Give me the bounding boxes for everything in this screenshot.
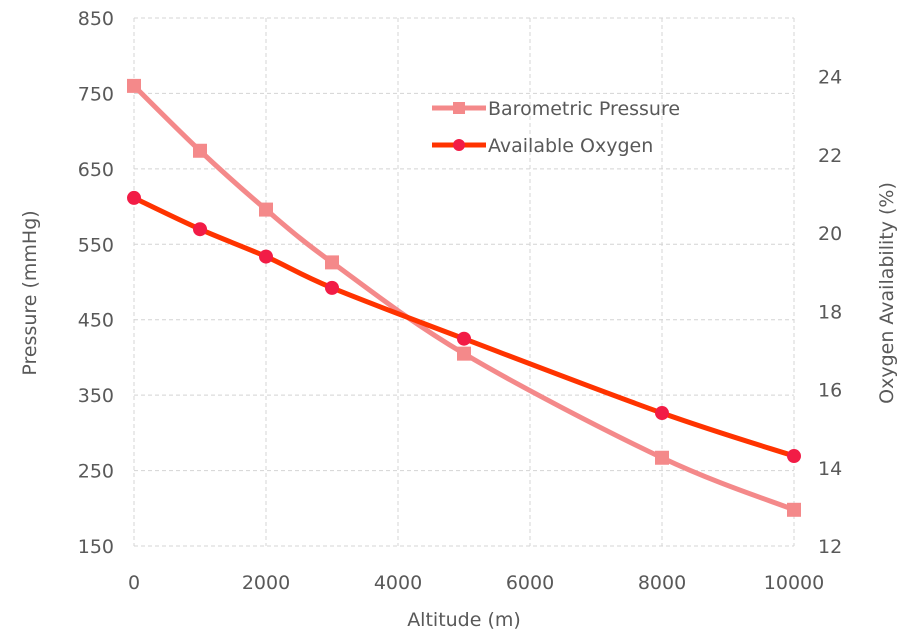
y2-tick-label: 18	[818, 301, 842, 323]
y-tick-label: 150	[78, 536, 114, 558]
data-point-barometric-pressure	[259, 203, 273, 217]
x-tick-label: 6000	[506, 572, 554, 594]
legend-marker-barometric-pressure	[453, 102, 465, 114]
y-tick-label: 550	[78, 234, 114, 256]
data-point-available-oxygen	[325, 281, 339, 295]
x-tick-label: 8000	[638, 572, 686, 594]
data-point-barometric-pressure	[127, 79, 141, 93]
y2-tick-label: 14	[818, 458, 842, 480]
data-point-barometric-pressure	[457, 347, 471, 361]
legend-marker-available-oxygen	[453, 139, 465, 151]
x-tick-label: 10000	[764, 572, 824, 594]
y-tick-label: 250	[78, 461, 114, 483]
y-tick-label: 850	[78, 8, 114, 30]
y2-tick-label: 12	[818, 536, 842, 558]
series-line-available-oxygen	[134, 198, 794, 456]
legend-label-barometric-pressure: Barometric Pressure	[488, 98, 680, 120]
data-point-available-oxygen	[193, 222, 207, 236]
data-point-available-oxygen	[127, 191, 141, 205]
y-tick-label: 650	[78, 159, 114, 181]
x-axis-title: Altitude (m)	[407, 609, 521, 631]
y2-tick-label: 22	[818, 145, 842, 167]
y-tick-label: 350	[78, 385, 114, 407]
data-point-available-oxygen	[259, 250, 273, 264]
x-tick-label: 0	[128, 572, 140, 594]
y2-tick-label: 16	[818, 380, 842, 402]
data-point-barometric-pressure	[655, 451, 669, 465]
data-point-barometric-pressure	[193, 144, 207, 158]
legend-item-available-oxygen: Available Oxygen	[432, 135, 653, 157]
gridlines	[134, 18, 794, 546]
x-tick-label: 4000	[374, 572, 422, 594]
data-point-available-oxygen	[655, 406, 669, 420]
y2-tick-label: 20	[818, 223, 842, 245]
legend-item-barometric-pressure: Barometric Pressure	[432, 98, 680, 120]
data-point-barometric-pressure	[787, 503, 801, 517]
data-point-available-oxygen	[787, 449, 801, 463]
y2-tick-label: 24	[818, 67, 842, 89]
series-line-barometric-pressure	[134, 86, 794, 510]
data-point-available-oxygen	[457, 332, 471, 346]
y2-axis-title: Oxygen Availability (%)	[876, 182, 898, 404]
y-axis-title: Pressure (mmHg)	[19, 210, 41, 375]
y-tick-label: 450	[78, 310, 114, 332]
axis-ticks: 150 250 350 450 550 650 750 850 0 2000 4000 6000 800…	[78, 8, 842, 594]
legend: Barometric Pressure Available Oxygen	[432, 98, 680, 157]
y-tick-label: 750	[78, 83, 114, 105]
data-point-barometric-pressure	[325, 255, 339, 269]
x-tick-label: 2000	[242, 572, 290, 594]
legend-label-available-oxygen: Available Oxygen	[488, 135, 653, 157]
